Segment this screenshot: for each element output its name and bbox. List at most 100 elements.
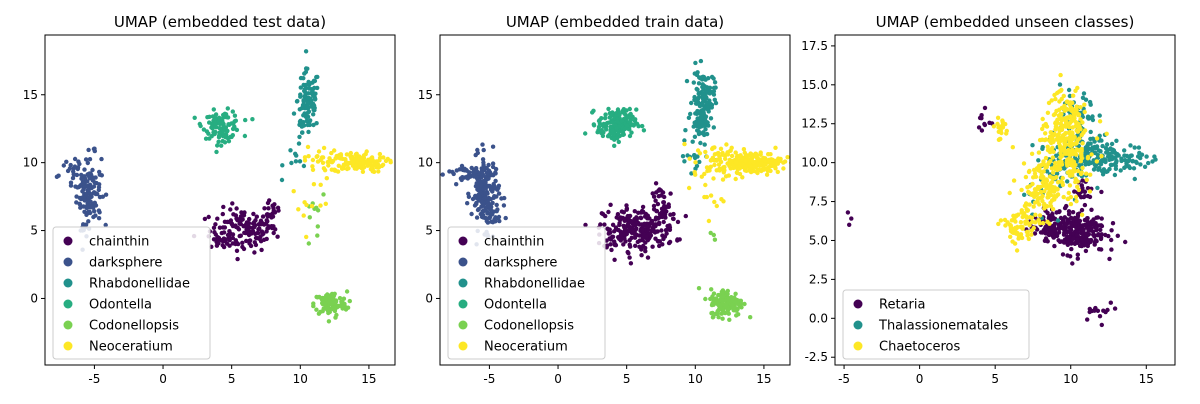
- data-point: [96, 216, 102, 221]
- data-point: [687, 156, 692, 161]
- data-point: [358, 156, 364, 162]
- data-point: [480, 142, 485, 147]
- data-point: [1046, 160, 1052, 165]
- chart-title: UMAP (embedded unseen classes): [876, 13, 1135, 31]
- data-point: [82, 167, 87, 172]
- data-point: [773, 145, 778, 150]
- data-point: [467, 171, 472, 177]
- data-point: [791, 165, 795, 169]
- legend-marker: [63, 236, 73, 246]
- data-point: [696, 95, 702, 100]
- data-point: [1109, 141, 1115, 147]
- data-point: [260, 221, 265, 226]
- data-point: [303, 66, 309, 71]
- data-point: [1094, 159, 1100, 164]
- data-point: [1074, 141, 1079, 146]
- data-point: [731, 165, 736, 171]
- data-point: [1094, 136, 1100, 141]
- data-point: [86, 219, 91, 224]
- data-point: [1068, 229, 1073, 234]
- data-point: [336, 163, 341, 168]
- data-point: [1130, 158, 1136, 164]
- data-point: [1068, 221, 1074, 226]
- data-point: [1048, 200, 1053, 205]
- data-point: [1060, 252, 1066, 257]
- data-point: [1024, 207, 1029, 212]
- legend-label: Odontella: [89, 298, 152, 313]
- data-point: [297, 159, 303, 164]
- data-point: [1063, 221, 1069, 227]
- data-point: [1107, 256, 1112, 262]
- data-point: [1100, 172, 1106, 177]
- data-point: [1033, 212, 1038, 217]
- data-point: [743, 158, 748, 164]
- data-point: [226, 139, 232, 144]
- data-point: [605, 243, 610, 248]
- data-point: [486, 162, 491, 168]
- data-point: [96, 208, 102, 213]
- data-point: [1069, 224, 1074, 229]
- data-point: [473, 152, 478, 158]
- data-point: [697, 120, 703, 125]
- data-point: [1057, 239, 1063, 244]
- data-point: [501, 203, 507, 208]
- data-point: [1037, 213, 1043, 218]
- data-point: [1052, 111, 1058, 117]
- data-point: [1098, 162, 1104, 167]
- data-point: [272, 210, 278, 215]
- data-point: [702, 142, 707, 147]
- data-point: [711, 291, 717, 296]
- data-point: [1072, 189, 1077, 194]
- data-point: [1042, 137, 1048, 143]
- data-point: [1039, 162, 1044, 168]
- data-point: [724, 142, 729, 147]
- data-point: [311, 303, 316, 309]
- data-point: [303, 49, 309, 54]
- data-point: [707, 168, 712, 173]
- data-point: [613, 243, 619, 248]
- data-point: [684, 78, 690, 84]
- data-point: [1063, 141, 1068, 147]
- data-point: [1079, 132, 1084, 138]
- data-point: [1104, 169, 1109, 174]
- data-point: [1048, 231, 1054, 236]
- data-point: [1079, 212, 1085, 217]
- data-point: [718, 146, 724, 151]
- data-point: [248, 238, 253, 243]
- data-point: [488, 187, 494, 192]
- data-point: [1019, 187, 1024, 193]
- data-point: [695, 148, 701, 153]
- x-tick-label: 5: [228, 372, 236, 386]
- data-point: [614, 215, 619, 220]
- data-point: [616, 227, 621, 233]
- data-point: [610, 234, 615, 239]
- data-point: [717, 154, 722, 159]
- data-point: [698, 58, 704, 64]
- data-point: [667, 225, 673, 230]
- data-point: [639, 253, 644, 258]
- data-point: [225, 219, 230, 225]
- data-point: [305, 144, 311, 150]
- data-point: [1070, 210, 1076, 215]
- data-point: [262, 206, 267, 211]
- data-point: [662, 194, 667, 200]
- data-point: [254, 214, 259, 219]
- data-point: [1026, 189, 1031, 195]
- data-point: [87, 157, 93, 162]
- data-point: [234, 206, 239, 211]
- data-point: [289, 160, 294, 166]
- data-point: [1027, 222, 1032, 228]
- data-point: [503, 215, 508, 221]
- data-point: [641, 128, 647, 133]
- data-point: [264, 218, 269, 223]
- data-point: [261, 231, 266, 236]
- data-point: [709, 287, 714, 292]
- data-point: [221, 204, 226, 210]
- data-point: [86, 196, 91, 202]
- data-point: [979, 128, 985, 133]
- data-point: [1095, 215, 1101, 220]
- y-tick-label: 10: [23, 156, 38, 170]
- data-point: [1050, 155, 1056, 160]
- data-point: [1025, 233, 1030, 238]
- data-point: [612, 229, 617, 234]
